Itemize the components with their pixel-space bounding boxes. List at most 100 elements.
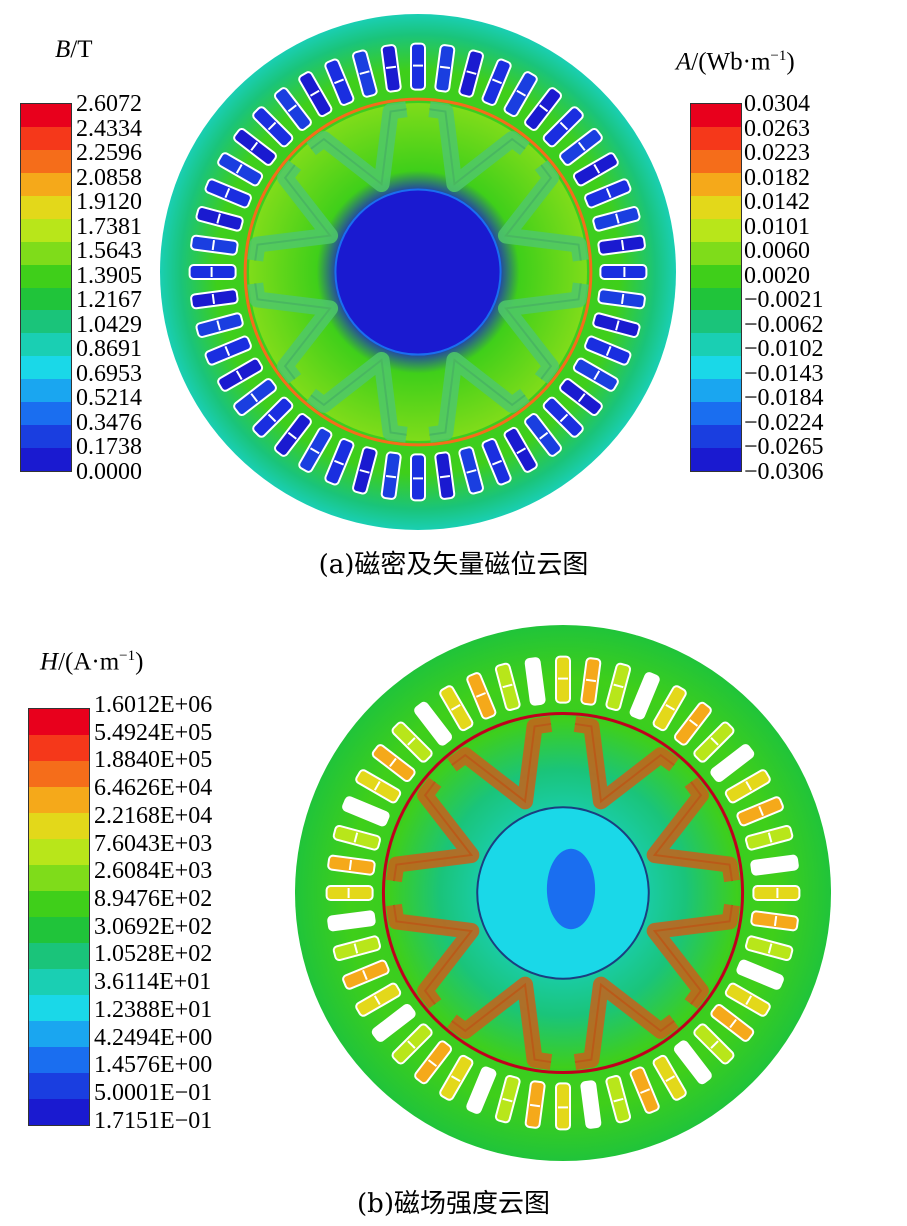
- stator-slot: [434, 44, 456, 93]
- stator-slot: [274, 413, 312, 457]
- stator-slot: [599, 264, 648, 280]
- legend-swatch: [29, 1099, 89, 1125]
- stator-slot: [324, 438, 355, 486]
- stator-slot: [410, 42, 426, 91]
- legend-value: 0.0060: [744, 238, 810, 265]
- stator-slot: [355, 982, 402, 1017]
- stator-slot: [298, 426, 333, 473]
- legend-value: 0.6953: [76, 360, 142, 387]
- legend-value: 1.9120: [76, 189, 142, 216]
- legend-value: 0.0142: [744, 189, 810, 216]
- legend-value: 1.2388E+01: [94, 996, 213, 1023]
- stator-slot: [652, 1054, 687, 1101]
- stator-slot: [195, 206, 244, 232]
- stator-slot: [752, 885, 801, 901]
- stator-slot: [494, 662, 521, 712]
- legend-value: 0.5214: [76, 385, 142, 412]
- legend-swatch: [29, 865, 89, 891]
- stator-slot: [503, 71, 538, 118]
- legend-value: 7.6043E+03: [94, 830, 213, 857]
- stator-slot: [481, 58, 512, 106]
- stator-slot: [605, 662, 632, 712]
- stator-slot: [217, 152, 264, 187]
- legend-value: −0.0224: [744, 409, 824, 436]
- legend-swatch: [691, 310, 741, 334]
- stator-slot: [252, 396, 294, 438]
- legend-swatch: [691, 425, 741, 449]
- rotor-magnet: [497, 160, 589, 262]
- legend-value: −0.0102: [744, 336, 824, 363]
- legend-swatch: [29, 1047, 89, 1073]
- panel-b: H/(A·m−1) 1.6012E+06 5.4924E+05 1.8840E+05…: [0, 600, 907, 1226]
- legend-swatch: [21, 448, 71, 471]
- legend-swatch: [29, 995, 89, 1021]
- stator-slot: [744, 935, 794, 962]
- legend-swatch: [691, 287, 741, 311]
- legend-swatch: [21, 402, 71, 426]
- legend-value: 8.9476E+02: [94, 886, 213, 913]
- legend-value: 0.1738: [76, 434, 142, 461]
- stator-slot: [572, 357, 619, 392]
- stator-slot: [597, 288, 646, 310]
- stator-slot: [414, 701, 453, 746]
- air-gap: [381, 711, 745, 1075]
- legend-swatch: [29, 943, 89, 969]
- stator-slot: [494, 1074, 521, 1124]
- legend-swatch: [29, 813, 89, 839]
- legend-swatch: [29, 761, 89, 787]
- stator-slot: [673, 1040, 712, 1085]
- a-legend-labels: 0.0304 0.0263 0.0223 0.0182 0.0142 0.0101 0.00…: [744, 92, 824, 484]
- stator-slot: [355, 769, 402, 804]
- legend-value: −0.0184: [744, 385, 824, 412]
- legend-swatch: [29, 969, 89, 995]
- stator-slot: [252, 106, 294, 148]
- stator-slot: [744, 824, 794, 851]
- stator-slot: [342, 959, 390, 990]
- stator-slot: [391, 1023, 433, 1065]
- legend-swatch: [21, 333, 71, 357]
- legend-swatch: [29, 787, 89, 813]
- motor-flux-density-plot: [160, 14, 676, 530]
- stator-slot: [584, 178, 632, 209]
- stator-slot: [724, 982, 771, 1017]
- stator-slot: [524, 413, 562, 457]
- stator-slot: [298, 71, 333, 118]
- legend-value: −0.0062: [744, 311, 824, 338]
- legend-swatch: [691, 333, 741, 357]
- legend-value: 1.3905: [76, 262, 142, 289]
- legend-swatch: [691, 172, 741, 196]
- stator-slot: [584, 335, 632, 366]
- rotor-magnet: [428, 101, 530, 193]
- legend-swatch: [21, 356, 71, 380]
- legend-value: 0.0101: [744, 213, 810, 240]
- stator-slot: [414, 1040, 453, 1085]
- legend-value: 0.0263: [744, 115, 810, 142]
- legend-value: 2.0858: [76, 164, 142, 191]
- stator-slot: [580, 657, 602, 706]
- stator-slot: [352, 49, 378, 98]
- rotor-magnet: [428, 351, 530, 443]
- rotor-magnet: [386, 777, 480, 883]
- stator-slot: [652, 685, 687, 732]
- legend-swatch: [29, 735, 89, 761]
- rotor-magnet: [646, 903, 740, 1009]
- stator-slot: [572, 152, 619, 187]
- legend-swatch: [21, 126, 71, 150]
- stator-slot: [693, 1023, 735, 1065]
- legend-value: 3.0692E+02: [94, 913, 213, 940]
- legend-value: 2.2596: [76, 140, 142, 167]
- stator-slot: [559, 128, 603, 166]
- stator-slot: [555, 1082, 571, 1131]
- rotor-magnet: [306, 101, 408, 193]
- stator-slot: [380, 44, 402, 93]
- b-legend-colorbar: [20, 103, 72, 472]
- legend-swatch: [21, 287, 71, 311]
- caption-a: (a)磁密及矢量磁位云图: [318, 550, 589, 580]
- air-gap: [243, 97, 593, 447]
- stator-slot: [352, 446, 378, 495]
- legend-value: 0.3476: [76, 409, 142, 436]
- legend-swatch: [691, 448, 741, 471]
- stator-slot: [434, 451, 456, 500]
- legend-value: 4.2494E+00: [94, 1024, 213, 1051]
- stator-slot: [380, 451, 402, 500]
